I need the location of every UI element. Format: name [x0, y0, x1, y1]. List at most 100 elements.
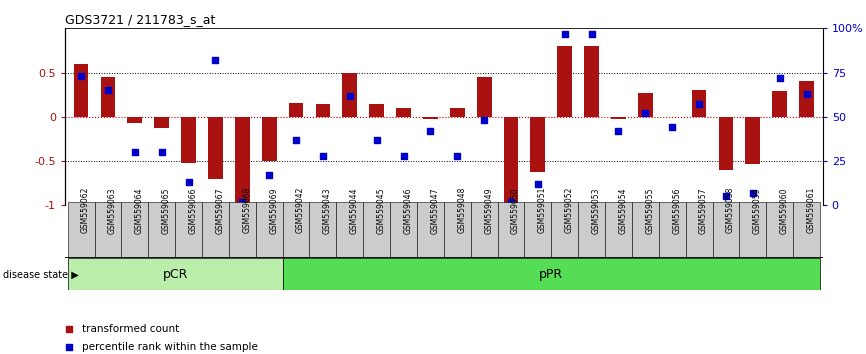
Bar	[148, 202, 175, 258]
Bar	[632, 202, 659, 258]
Bar	[477, 77, 492, 117]
Text: GSM559067: GSM559067	[216, 187, 224, 234]
Point	[370, 137, 384, 143]
Bar	[175, 202, 202, 258]
Text: GSM559044: GSM559044	[350, 187, 359, 234]
Bar	[531, 117, 546, 172]
Text: pPR: pPR	[540, 268, 564, 281]
Bar	[94, 202, 121, 258]
Text: GSM559052: GSM559052	[565, 187, 574, 234]
Point	[101, 87, 115, 93]
Bar	[417, 202, 443, 258]
Text: GSM559069: GSM559069	[269, 187, 278, 234]
Point	[585, 31, 598, 36]
Bar	[235, 117, 249, 202]
Point	[558, 31, 572, 36]
Point	[799, 91, 813, 97]
Text: disease state ▶: disease state ▶	[3, 269, 78, 279]
Point	[746, 190, 759, 196]
Text: GSM559064: GSM559064	[135, 187, 144, 234]
Bar	[692, 90, 707, 117]
Point	[313, 108, 327, 114]
Text: percentile rank within the sample: percentile rank within the sample	[82, 342, 258, 352]
Bar	[772, 91, 787, 117]
Bar	[315, 104, 330, 117]
Point	[665, 125, 679, 130]
Bar	[229, 202, 255, 258]
Text: GSM559054: GSM559054	[618, 187, 628, 234]
Bar	[659, 202, 686, 258]
Bar	[793, 202, 820, 258]
Bar	[504, 117, 519, 202]
Point	[692, 102, 706, 107]
Point	[638, 110, 652, 116]
Bar	[208, 117, 223, 179]
Point	[397, 153, 410, 159]
Point	[316, 153, 330, 159]
Bar	[309, 202, 336, 258]
Bar	[336, 202, 363, 258]
Bar	[605, 202, 632, 258]
Point	[611, 128, 625, 134]
Text: GSM559062: GSM559062	[81, 187, 90, 234]
Bar	[127, 117, 142, 123]
Bar	[611, 117, 626, 119]
Bar	[121, 202, 148, 258]
Point	[74, 73, 88, 79]
Bar	[74, 64, 88, 117]
Text: GSM559068: GSM559068	[242, 187, 251, 234]
Text: pCR: pCR	[163, 268, 188, 281]
Text: GSM559060: GSM559060	[779, 187, 789, 234]
Point	[531, 181, 545, 187]
Text: GDS3721 / 211783_s_at: GDS3721 / 211783_s_at	[65, 13, 216, 26]
Point	[155, 149, 169, 155]
Text: GSM559046: GSM559046	[404, 187, 412, 234]
Bar	[525, 202, 552, 258]
Point	[504, 199, 518, 205]
Bar	[100, 77, 115, 117]
Text: GSM559045: GSM559045	[377, 187, 385, 234]
Point	[477, 118, 491, 123]
Text: GSM559053: GSM559053	[591, 187, 601, 234]
Text: GSM559049: GSM559049	[484, 187, 493, 234]
Text: GSM559058: GSM559058	[726, 187, 735, 234]
Text: GSM559056: GSM559056	[672, 187, 682, 234]
Bar	[369, 104, 384, 117]
Text: GSM559065: GSM559065	[162, 187, 171, 234]
Bar	[181, 117, 196, 163]
Text: GSM559051: GSM559051	[538, 187, 546, 234]
Bar	[423, 117, 438, 119]
Bar	[578, 202, 605, 258]
Bar	[342, 73, 357, 117]
Text: GSM559057: GSM559057	[699, 187, 708, 234]
Point	[313, 269, 327, 275]
Bar	[766, 202, 793, 258]
Bar	[396, 108, 410, 117]
Text: GSM559043: GSM559043	[323, 187, 332, 234]
Point	[343, 93, 357, 98]
Text: GSM559061: GSM559061	[806, 187, 816, 234]
Bar	[740, 202, 766, 258]
Point	[719, 194, 733, 199]
Bar	[363, 202, 390, 258]
Text: GSM559047: GSM559047	[430, 187, 439, 234]
Text: GSM559050: GSM559050	[511, 187, 520, 234]
Point	[182, 179, 196, 185]
Bar	[282, 202, 309, 258]
Point	[450, 153, 464, 159]
Bar	[713, 202, 740, 258]
Bar	[799, 81, 814, 117]
Bar	[686, 202, 713, 258]
Bar	[282, 258, 820, 290]
Bar	[558, 46, 572, 117]
Point	[772, 75, 786, 81]
Text: GSM559055: GSM559055	[645, 187, 655, 234]
Text: transformed count: transformed count	[82, 324, 179, 334]
Bar	[498, 202, 525, 258]
Point	[128, 149, 142, 155]
Bar	[552, 202, 578, 258]
Point	[262, 172, 276, 178]
Bar	[288, 103, 303, 117]
Bar	[471, 202, 498, 258]
Bar	[585, 46, 599, 117]
